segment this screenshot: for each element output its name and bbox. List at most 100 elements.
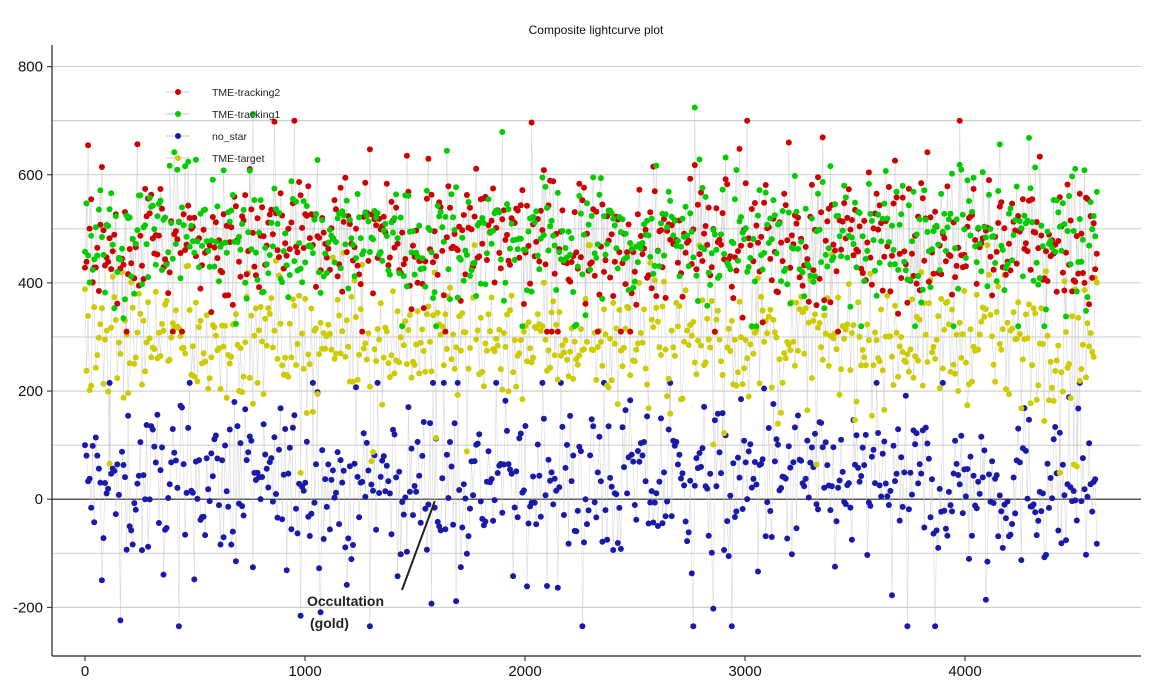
data-point [331,197,338,204]
data-point [88,382,95,389]
data-point [423,195,430,202]
data-point [482,281,489,288]
data-point [887,333,894,340]
data-point [872,329,878,336]
data-point [442,526,449,533]
data-point [128,260,135,267]
data-point [402,494,409,501]
data-point [105,222,112,229]
data-point [1093,279,1100,286]
data-point [403,361,410,367]
data-point [969,208,975,215]
data-point [698,342,704,349]
data-point [728,317,735,324]
data-point [388,352,395,359]
data-point [182,163,189,170]
data-point [459,310,466,317]
data-point [668,513,675,520]
data-point [691,162,698,168]
data-point [1015,425,1022,432]
data-point [94,252,101,259]
data-point [454,294,461,301]
data-point [790,459,797,466]
data-point [735,454,741,461]
data-point [610,299,617,306]
data-point [1019,196,1026,203]
data-point [611,222,618,229]
data-point [996,492,1003,499]
data-point [502,279,509,286]
data-point [925,455,932,462]
data-point [992,260,999,266]
data-point [550,501,557,508]
data-point [1035,517,1042,524]
data-point [705,269,712,276]
data-point [915,273,922,279]
data-point [745,264,752,270]
data-point [386,490,393,497]
data-point [530,473,537,480]
data-point [912,323,919,330]
data-point [670,344,677,351]
data-point [962,254,969,261]
data-point [550,232,557,239]
data-point [856,478,863,485]
data-point [179,404,185,411]
data-point [969,378,975,385]
data-point [128,527,135,534]
legend-item: no_star [166,131,248,143]
data-point [699,297,706,304]
data-point [294,249,301,256]
data-point [642,478,649,485]
data-point [982,596,989,603]
data-point [283,252,290,259]
data-point [299,330,306,337]
data-point [1050,436,1057,443]
data-point [356,351,363,358]
data-point [824,218,831,225]
data-point [909,491,915,498]
data-point [508,470,515,477]
data-point [511,504,518,511]
data-point [799,269,806,276]
data-point [346,216,353,223]
data-point [499,216,506,223]
data-point [306,235,313,242]
data-point [594,328,601,335]
data-point [380,354,387,361]
data-point [912,353,919,360]
data-point [1009,257,1016,264]
data-point [394,235,401,242]
data-point [89,442,96,449]
data-point [841,335,848,342]
data-point [771,212,778,219]
data-point [782,202,789,209]
data-point [901,248,908,255]
data-point [306,533,313,539]
data-point [126,360,133,367]
data-point [234,239,241,245]
data-point [810,317,817,324]
data-point [500,207,507,214]
data-point [180,211,187,218]
data-point [1059,269,1066,276]
data-point [762,182,769,188]
data-point [152,288,159,295]
data-point [651,277,658,284]
data-point [824,263,831,270]
data-point [859,346,866,353]
data-point [106,460,113,467]
data-point [182,247,189,253]
data-point [719,186,726,193]
data-point [560,512,567,518]
data-point [648,215,655,222]
data-point [696,251,703,258]
data-point [727,253,734,260]
data-point [750,475,757,482]
data-point [893,470,900,477]
data-point [354,191,361,197]
data-point [864,552,871,558]
data-point [316,269,323,276]
data-point [735,248,741,255]
data-point [82,442,88,449]
